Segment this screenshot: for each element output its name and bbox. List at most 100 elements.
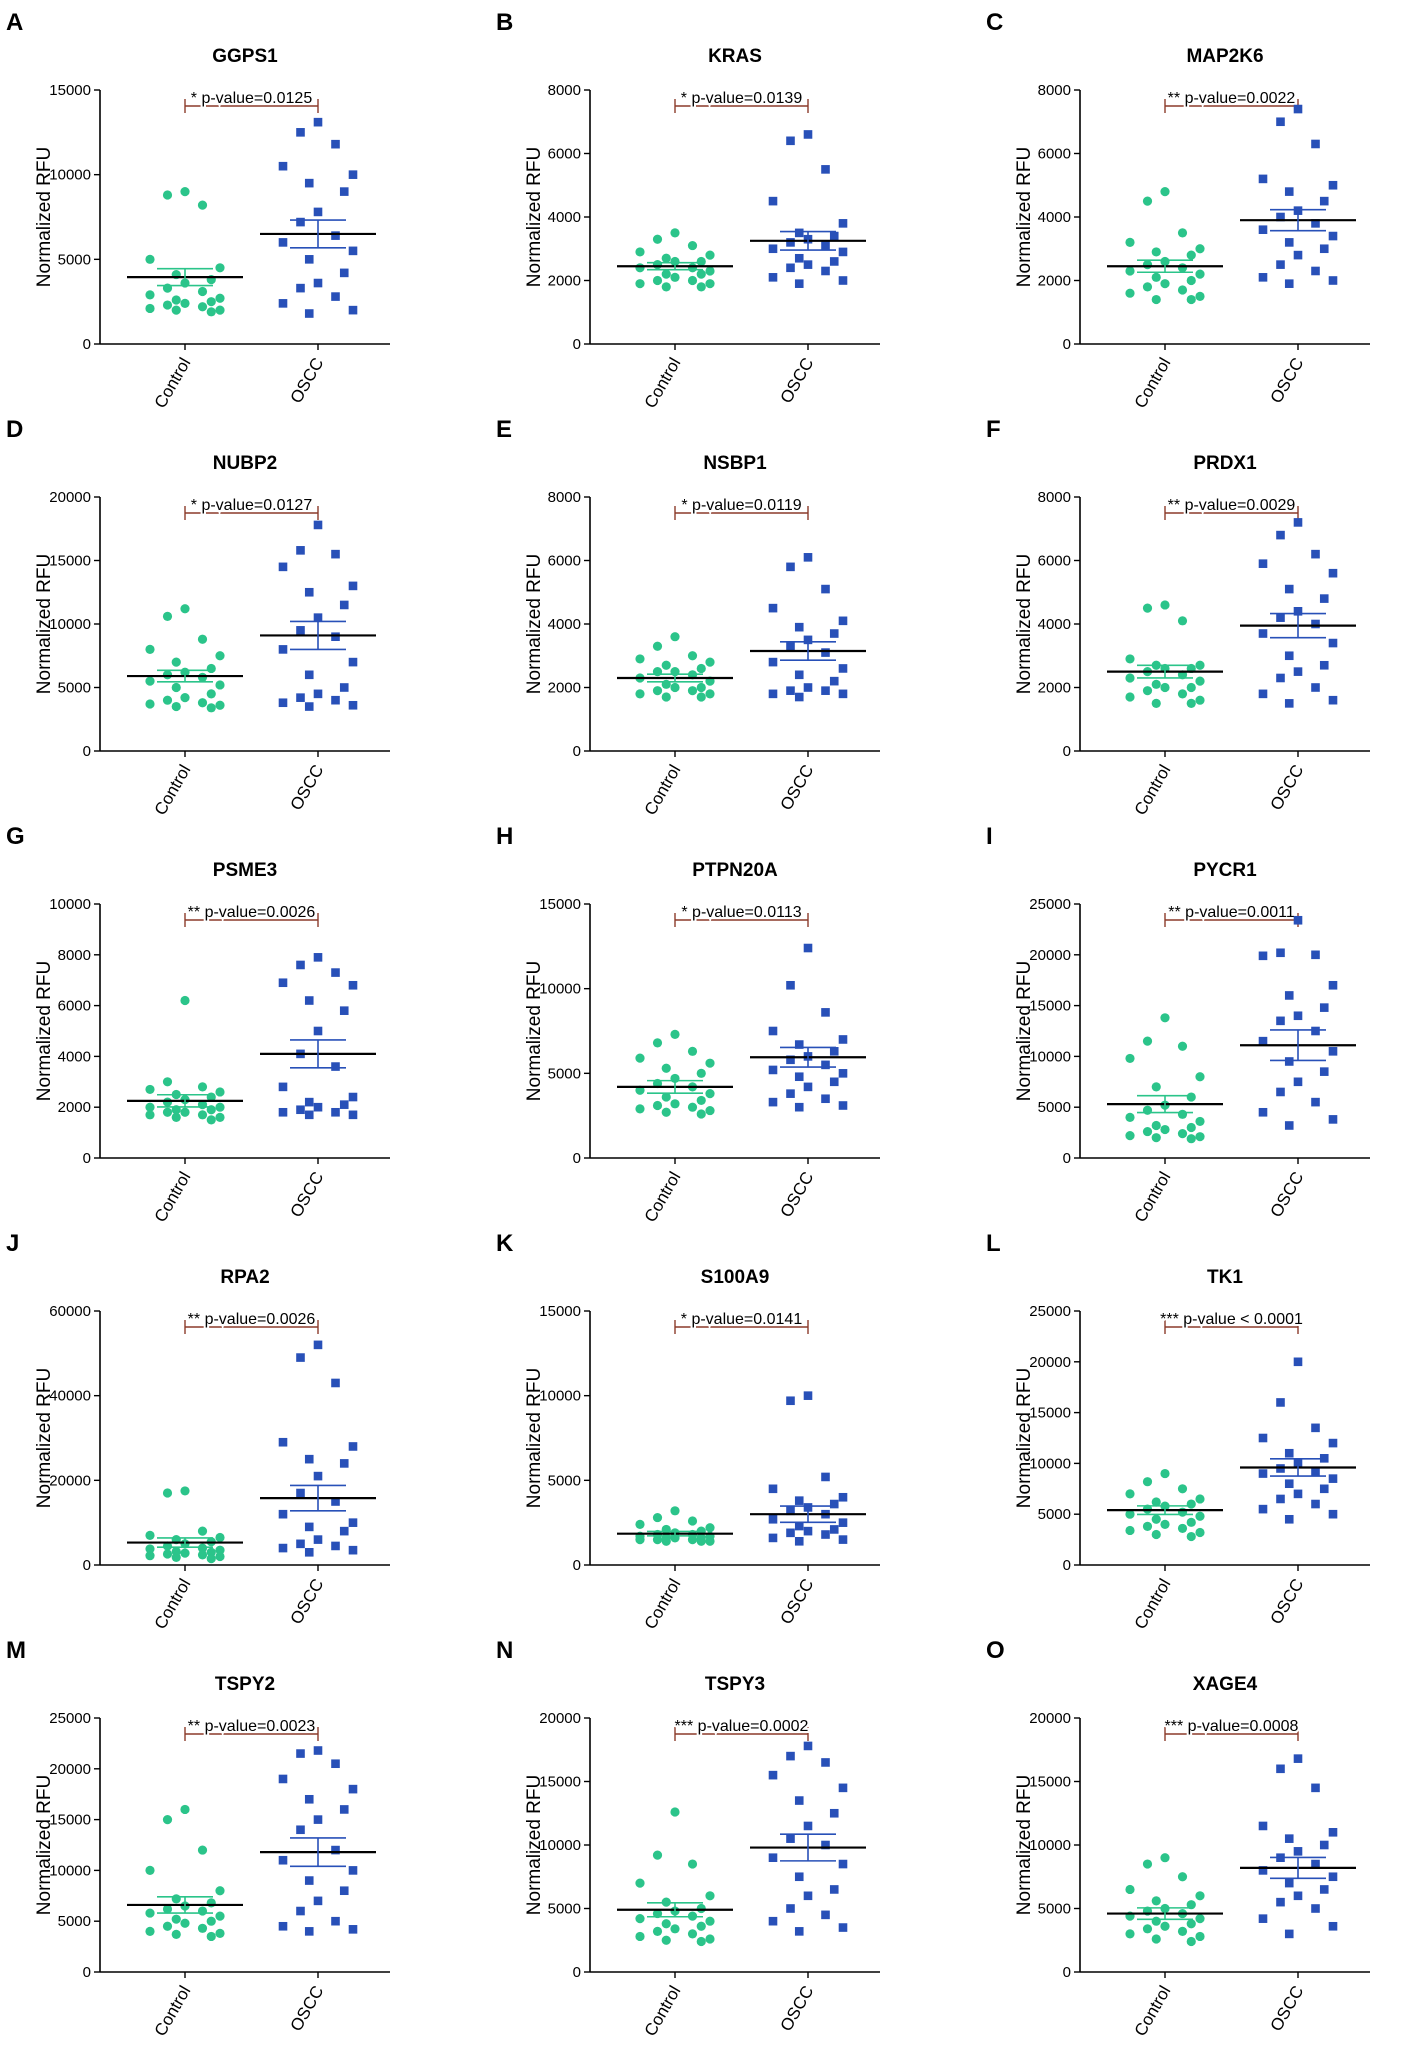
x-category-label-n-1: OSCC: [776, 1983, 817, 2035]
oscc-point-g-11: [348, 1092, 358, 1102]
oscc-point-i-6: [1319, 1003, 1329, 1012]
control-point-n-17: [635, 1931, 645, 1942]
y-tick-label-b-3: 6000: [548, 146, 581, 163]
control-point-a-4: [215, 263, 225, 273]
y-tick-label-a-0: 0: [83, 336, 91, 353]
control-point-o-16: [1177, 1926, 1188, 1936]
oscc-point-j-16: [331, 1541, 340, 1551]
control-point-g-4: [215, 1087, 225, 1097]
control-point-i-9: [1177, 1109, 1188, 1119]
control-point-c-20: [1186, 294, 1196, 305]
control-point-g-2: [197, 1082, 208, 1092]
control-point-c-3: [1125, 237, 1135, 247]
oscc-point-a-1: [296, 128, 305, 137]
control-point-k-16: [687, 1535, 698, 1545]
oscc-point-m-2: [331, 1759, 340, 1769]
oscc-point-o-4: [1328, 1828, 1338, 1837]
control-point-a-10: [145, 290, 155, 300]
y-tick-label-m-4: 20000: [49, 1761, 91, 1778]
oscc-point-j-1: [296, 1353, 305, 1362]
control-point-f-12: [1151, 679, 1161, 689]
y-tick-label-o-0: 0: [1063, 1964, 1071, 1981]
x-category-label-h-0: Control: [641, 1169, 685, 1226]
y-axis-label-n: Normalized RFU: [524, 1775, 545, 1915]
control-point-h-18: [705, 1105, 715, 1116]
y-tick-label-k-2: 10000: [539, 1388, 581, 1405]
oscc-point-c-0: [1293, 104, 1303, 114]
oscc-point-n-5: [794, 1796, 804, 1805]
control-point-k-20: [696, 1536, 706, 1546]
control-point-d-12: [171, 682, 181, 693]
panel-o: O XAGE4 Normalized RFU 0 5000 10000 15000 20000…: [986, 1637, 1370, 2039]
oscc-point-a-17: [278, 299, 288, 308]
control-point-g-16: [197, 1110, 208, 1120]
oscc-point-o-1: [1276, 1764, 1285, 1774]
oscc-point-n-1: [786, 1751, 795, 1761]
control-point-o-13: [1186, 1919, 1196, 1929]
control-point-n-4: [705, 1891, 715, 1901]
y-tick-label-n-3: 15000: [539, 1774, 581, 1791]
oscc-point-g-2: [331, 968, 340, 977]
control-point-h-0: [670, 1029, 680, 1039]
oscc-point-h-6: [829, 1047, 839, 1056]
y-tick-label-d-3: 15000: [49, 553, 91, 570]
control-point-m-2: [197, 1845, 208, 1855]
oscc-point-f-9: [1311, 619, 1320, 629]
oscc-point-m-4: [348, 1784, 358, 1794]
y-tick-label-o-4: 20000: [1029, 1710, 1071, 1727]
control-point-d-15: [162, 695, 173, 705]
control-point-l-17: [1125, 1525, 1135, 1536]
control-point-c-11: [1195, 269, 1205, 279]
oscc-point-g-14: [313, 1102, 323, 1112]
oscc-point-j-2: [331, 1378, 340, 1388]
panel-e: E NSBP1 Normalized RFU 0 2000 4000 6000 8000 Con…: [496, 416, 880, 818]
sig-label-d: * p-value=0.0127: [191, 497, 313, 514]
oscc-point-n-15: [786, 1904, 795, 1913]
y-tick-label-i-2: 10000: [1029, 1048, 1071, 1065]
oscc-point-n-0: [803, 1741, 813, 1751]
control-point-f-10: [1125, 673, 1135, 683]
control-point-o-19: [1151, 1934, 1161, 1944]
control-point-a-12: [171, 295, 181, 305]
control-point-o-11: [1195, 1914, 1205, 1924]
control-point-o-15: [1142, 1924, 1153, 1934]
y-tick-label-d-4: 20000: [49, 489, 91, 506]
control-point-n-18: [705, 1934, 715, 1944]
oscc-point-b-17: [768, 273, 778, 282]
oscc-point-i-16: [1311, 1097, 1320, 1107]
oscc-point-l-17: [1258, 1504, 1268, 1514]
control-point-o-2: [1177, 1872, 1188, 1882]
sig-label-b: * p-value=0.0139: [681, 90, 803, 107]
y-tick-label-o-1: 5000: [1038, 1901, 1071, 1918]
y-tick-label-e-0: 0: [573, 743, 581, 760]
panel-letter-e: E: [496, 416, 512, 443]
control-point-l-6: [1186, 1499, 1196, 1509]
panel-c: C MAP2K6 Normalized RFU 0 2000 4000 6000 8000 Co…: [986, 9, 1370, 411]
oscc-point-k-0: [803, 1391, 813, 1400]
control-point-d-2: [197, 634, 208, 644]
x-category-label-i-1: OSCC: [1266, 1169, 1307, 1221]
control-point-n-16: [687, 1929, 698, 1939]
control-point-d-19: [171, 701, 181, 712]
oscc-point-f-7: [1293, 607, 1303, 616]
control-point-a-13: [206, 297, 216, 307]
oscc-point-f-0: [1293, 518, 1303, 527]
oscc-point-k-2: [821, 1472, 830, 1482]
sig-label-h: * p-value=0.0113: [681, 904, 801, 921]
control-point-d-8: [162, 670, 173, 680]
control-point-a-14: [180, 298, 190, 308]
y-axis-label-j: Normalized RFU: [34, 1368, 55, 1508]
control-point-n-12: [661, 1919, 671, 1929]
control-point-g-14: [180, 1107, 190, 1117]
oscc-point-l-5: [1284, 1448, 1294, 1458]
y-axis-label-c: Normalized RFU: [1014, 147, 1035, 287]
oscc-point-e-16: [821, 686, 830, 695]
oscc-point-d-4: [348, 581, 358, 591]
y-axis-label-a: Normalized RFU: [34, 147, 55, 287]
y-tick-label-g-2: 4000: [58, 1048, 91, 1065]
chart-title-l: TK1: [1207, 1267, 1243, 1288]
control-point-h-1: [652, 1038, 663, 1048]
control-point-j-20: [206, 1554, 216, 1564]
oscc-point-d-14: [313, 689, 323, 699]
y-tick-label-f-4: 8000: [1038, 489, 1071, 506]
